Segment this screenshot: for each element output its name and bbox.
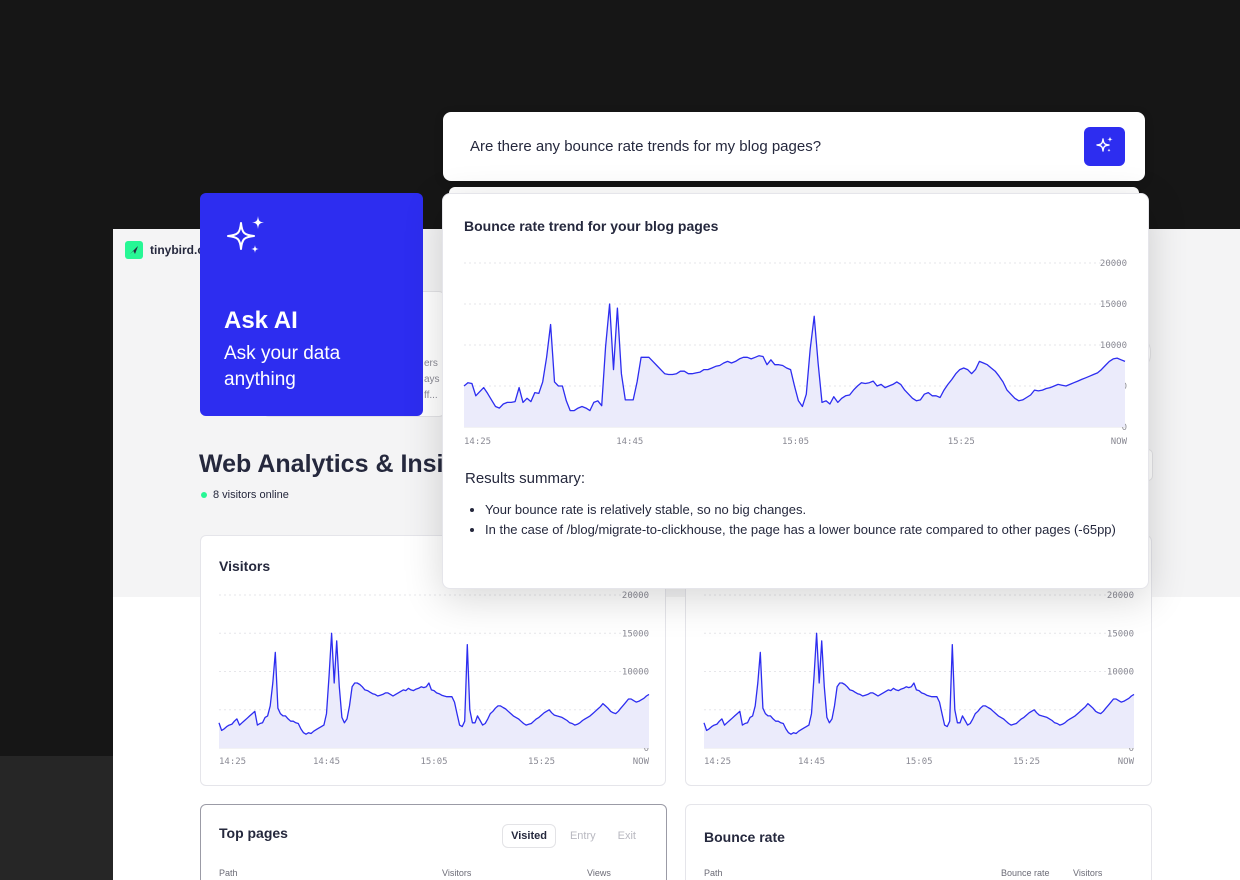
x-tick-label: NOW xyxy=(1111,437,1128,447)
x-tick-label: 15:25 xyxy=(528,757,555,767)
page-title: Web Analytics & Insi xyxy=(199,450,444,478)
summary-item: In the case of /blog/migrate-to-clickhou… xyxy=(485,520,1140,540)
y-tick-label: 10000 xyxy=(1100,341,1127,351)
column-header-path[interactable]: Path xyxy=(219,868,238,878)
x-tick-label: 14:25 xyxy=(704,757,731,767)
tab-visited[interactable]: Visited xyxy=(502,824,556,848)
summary-item: Your bounce rate is relatively stable, s… xyxy=(485,500,1140,520)
column-header-path[interactable]: Path xyxy=(704,868,723,878)
x-tick-label: 15:05 xyxy=(782,437,809,447)
x-tick-label: 14:45 xyxy=(798,757,825,767)
ask-send-button[interactable] xyxy=(1084,127,1125,166)
x-tick-label: 14:45 xyxy=(616,437,643,447)
bounce-mini-chart: 0500010000150002000014:2514:4515:0515:25… xyxy=(703,591,1135,767)
ask-ai-card[interactable]: Ask AI Ask your data anything xyxy=(200,193,423,416)
visitors-chart: 0500010000150002000014:2514:4515:0515:25… xyxy=(218,591,650,767)
ai-query-bar: Are there any bounce rate trends for my … xyxy=(443,112,1145,181)
visitors-card-title: Visitors xyxy=(219,558,271,574)
column-header-visitors[interactable]: Visitors xyxy=(442,868,472,878)
ai-result-panel: Bounce rate trend for your blog pages 05… xyxy=(442,193,1149,589)
series-line xyxy=(218,632,650,735)
tab-exit[interactable]: Exit xyxy=(617,830,636,842)
ask-ai-title: Ask AI xyxy=(224,307,298,334)
tab-entry[interactable]: Entry xyxy=(569,830,596,842)
background-snippet: ers xyxy=(424,358,438,369)
column-header-visitors[interactable]: Visitors xyxy=(1073,868,1103,878)
y-tick-label: 10000 xyxy=(1107,668,1134,678)
y-tick-label: 10000 xyxy=(622,668,649,678)
y-tick-label: 0 xyxy=(1129,744,1134,754)
x-tick-label: 14:45 xyxy=(313,757,340,767)
background-snippet: ays xyxy=(424,374,440,385)
ask-ai-subtitle: Ask your data anything xyxy=(224,343,341,390)
brand[interactable]: tinybird.c xyxy=(125,241,204,259)
y-tick-label: 15000 xyxy=(622,629,649,639)
column-header-views[interactable]: Views xyxy=(587,868,611,878)
results-summary-list: Your bounce rate is relatively stable, s… xyxy=(465,500,1140,540)
top-pages-title: Top pages xyxy=(219,825,288,841)
y-tick-label: 20000 xyxy=(1107,591,1134,601)
background-snippet: ff... xyxy=(424,390,438,401)
x-tick-label: NOW xyxy=(633,757,650,767)
bounce-rate-title: Bounce rate xyxy=(704,829,785,845)
status-dot-icon xyxy=(201,492,207,498)
result-chart-title: Bounce rate trend for your blog pages xyxy=(464,218,719,234)
y-tick-label: 20000 xyxy=(622,591,649,601)
x-tick-label: 14:25 xyxy=(464,437,491,447)
sparkles-icon xyxy=(222,213,270,266)
series-line xyxy=(703,632,1135,735)
x-tick-label: NOW xyxy=(1118,757,1135,767)
y-tick-label: 15000 xyxy=(1107,629,1134,639)
x-tick-label: 14:25 xyxy=(219,757,246,767)
series-line xyxy=(463,303,1126,412)
y-tick-label: 20000 xyxy=(1100,259,1127,269)
series-area xyxy=(464,304,1125,427)
y-tick-label: 0 xyxy=(1122,423,1127,433)
x-tick-label: 15:25 xyxy=(1013,757,1040,767)
x-tick-label: 15:25 xyxy=(948,437,975,447)
results-summary-title: Results summary: xyxy=(465,470,586,487)
tinybird-logo-icon xyxy=(125,241,143,259)
sparkles-icon xyxy=(1095,135,1115,158)
query-input[interactable]: Are there any bounce rate trends for my … xyxy=(470,138,822,155)
bounce-trend-chart: 0500010000150002000014:2514:4515:0515:25… xyxy=(463,259,1128,447)
brand-name: tinybird.c xyxy=(150,243,205,257)
column-header-bounce-rate[interactable]: Bounce rate xyxy=(1001,868,1050,878)
online-indicator: 8 visitors online xyxy=(201,489,289,501)
y-tick-label: 0 xyxy=(644,744,649,754)
x-tick-label: 15:05 xyxy=(420,757,447,767)
bounce-rate-card: Bounce rate Path Bounce rate Visitors xyxy=(685,804,1152,880)
online-text: 8 visitors online xyxy=(213,489,289,501)
x-tick-label: 15:05 xyxy=(905,757,932,767)
y-tick-label: 15000 xyxy=(1100,300,1127,310)
top-pages-card: Top pages Visited Entry Exit Path Visito… xyxy=(200,804,667,880)
top-pages-tabs: Visited Entry Exit xyxy=(502,824,644,848)
